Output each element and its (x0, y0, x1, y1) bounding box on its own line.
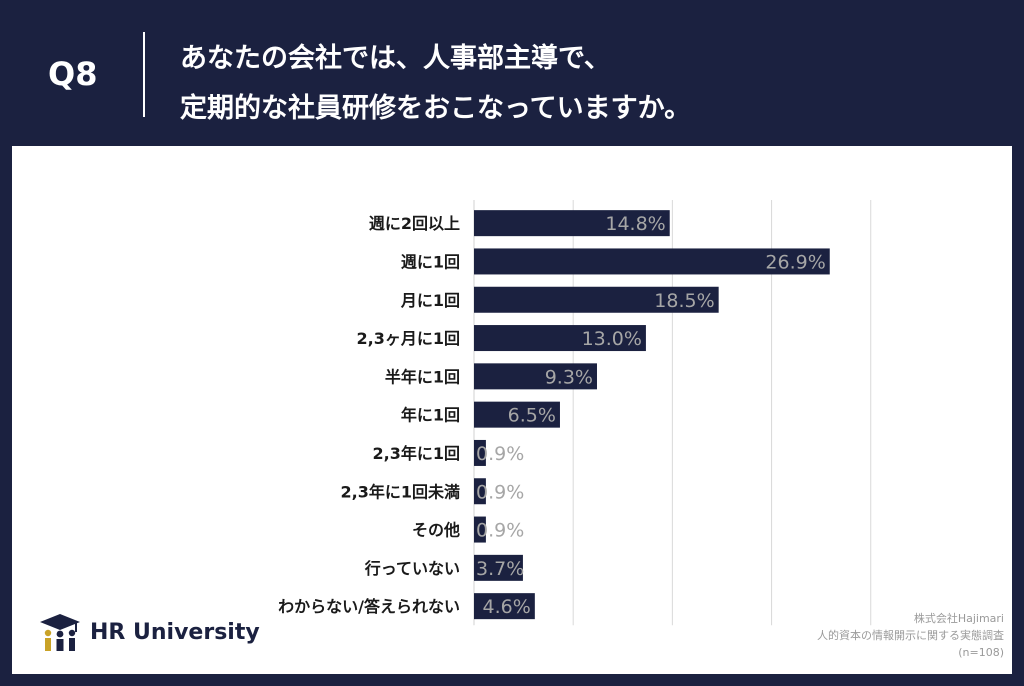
category-label: 週に2回以上 (369, 214, 460, 233)
category-label: 2,3年に1回 (373, 444, 460, 463)
category-label: 行っていない (364, 559, 460, 578)
category-label: 週に1回 (401, 252, 460, 271)
question-text-line-2: 定期的な社員研修をおこなっていますか。 (180, 93, 692, 124)
category-label: 2,3年に1回未満 (341, 482, 460, 501)
bar-chart: 週に2回以上 14.8% 週に1回 26.9% 月に1回 18.5% 2,3ヶ月に1回 13.… (278, 200, 872, 626)
bar (474, 248, 830, 275)
hr-university-logo: HR University (38, 612, 260, 652)
header-band: Q8 あなたの会社では、人事部主導で、 定期的な社員研修をおこなっていますか。 (0, 0, 1024, 145)
graduation-cap-people-icon (40, 614, 80, 651)
value-label: 14.8% (605, 213, 665, 235)
value-label: 0.9% (476, 443, 524, 465)
category-label: その他 (412, 521, 460, 540)
category-label: 月に1回 (400, 291, 460, 310)
source-survey: 人的資本の情報開示に関する実態調査 (817, 629, 1004, 642)
source-note: 株式会社Hajimari 人的資本の情報開示に関する実態調査 (n=108) (817, 610, 1004, 661)
bar (474, 401, 560, 428)
source-company: 株式会社Hajimari (913, 612, 1004, 625)
bar (474, 516, 486, 543)
value-label: 0.9% (476, 520, 524, 542)
value-label: 3.7% (476, 558, 524, 580)
category-label: 2,3ヶ月に1回 (357, 329, 460, 348)
bar (474, 210, 670, 237)
value-label: 4.6% (483, 596, 531, 618)
category-label: 半年に1回 (385, 367, 460, 386)
value-label: 18.5% (654, 290, 714, 312)
header-divider (143, 32, 145, 117)
question-number: Q8 (48, 55, 98, 93)
value-label: 13.0% (582, 328, 642, 350)
bar (474, 363, 597, 390)
category-label: わからない/答えられない (278, 597, 460, 616)
chart-panel: 週に2回以上 14.8% 週に1回 26.9% 月に1回 18.5% 2,3ヶ月に1回 13.… (12, 146, 1012, 674)
bar (474, 593, 535, 620)
bar (474, 554, 523, 581)
value-label: 9.3% (545, 366, 593, 388)
logo-text: HR University (90, 619, 260, 645)
question-text-line-1: あなたの会社では、人事部主導で、 (180, 43, 611, 74)
value-label: 26.9% (765, 251, 825, 273)
source-sample: (n=108) (958, 646, 1004, 659)
value-label: 6.5% (508, 405, 556, 427)
bar (474, 286, 719, 313)
bar (474, 478, 486, 505)
value-label: 0.9% (476, 481, 524, 503)
bar (474, 439, 486, 466)
bar (474, 325, 646, 352)
category-label: 年に1回 (401, 406, 460, 425)
